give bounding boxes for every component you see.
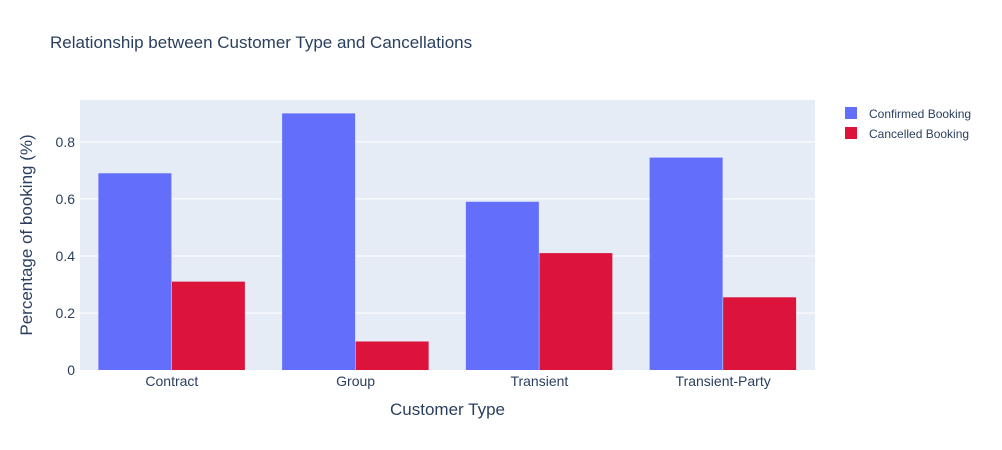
bar-confirmed-booking[interactable] xyxy=(465,201,539,370)
x-tick-label: Contract xyxy=(145,373,198,389)
bars xyxy=(98,113,797,370)
legend-swatch[interactable] xyxy=(845,127,857,139)
y-tick-label: 0.8 xyxy=(56,134,76,150)
bar-confirmed-booking[interactable] xyxy=(649,157,723,370)
y-tick-label: 0.6 xyxy=(56,191,76,207)
x-axis-label: Customer Type xyxy=(390,400,505,419)
bar-cancelled-booking[interactable] xyxy=(723,297,797,370)
bar-cancelled-booking[interactable] xyxy=(355,341,429,370)
y-axis-ticks: 0 0.2 0.4 0.6 0.8 xyxy=(56,134,76,378)
y-axis-label: Percentage of booking (%) xyxy=(17,134,36,335)
x-tick-label: Transient-Party xyxy=(676,373,771,389)
bar-confirmed-booking[interactable] xyxy=(282,113,356,370)
bar-confirmed-booking[interactable] xyxy=(98,173,172,370)
y-tick-label: 0.4 xyxy=(56,248,76,264)
y-tick-label: 0 xyxy=(67,362,75,378)
x-tick-label: Group xyxy=(336,373,375,389)
legend-label[interactable]: Confirmed Booking xyxy=(869,107,971,121)
legend-label[interactable]: Cancelled Booking xyxy=(869,127,969,141)
chart-title: Relationship between Customer Type and C… xyxy=(50,33,473,52)
bar-cancelled-booking[interactable] xyxy=(171,281,245,370)
x-tick-label: Transient xyxy=(510,373,568,389)
legend-swatch[interactable] xyxy=(845,107,857,119)
x-axis-ticks: Contract Group Transient Transient-Party xyxy=(145,373,770,389)
y-tick-label: 0.2 xyxy=(56,305,76,321)
legend: Confirmed Booking Cancelled Booking xyxy=(845,107,971,141)
bar-cancelled-booking[interactable] xyxy=(539,253,613,370)
